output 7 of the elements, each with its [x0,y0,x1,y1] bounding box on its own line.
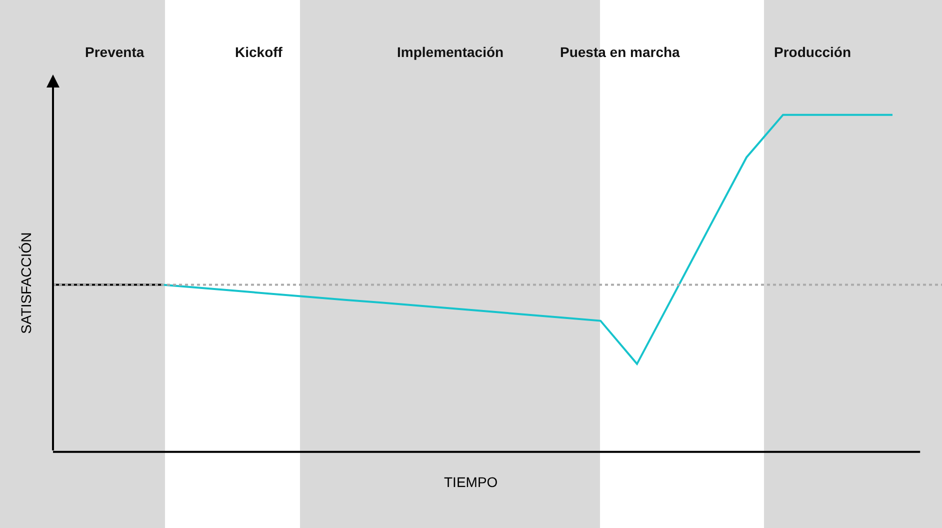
x-axis-title: TIEMPO [444,474,498,490]
text: Implementación [397,44,504,60]
text: Puesta en marcha [560,44,680,60]
text: Kickoff [235,44,283,60]
text: Preventa [85,44,144,60]
y-axis-title: SATISFACCIÓN [18,232,34,334]
text: Producción [774,44,852,60]
